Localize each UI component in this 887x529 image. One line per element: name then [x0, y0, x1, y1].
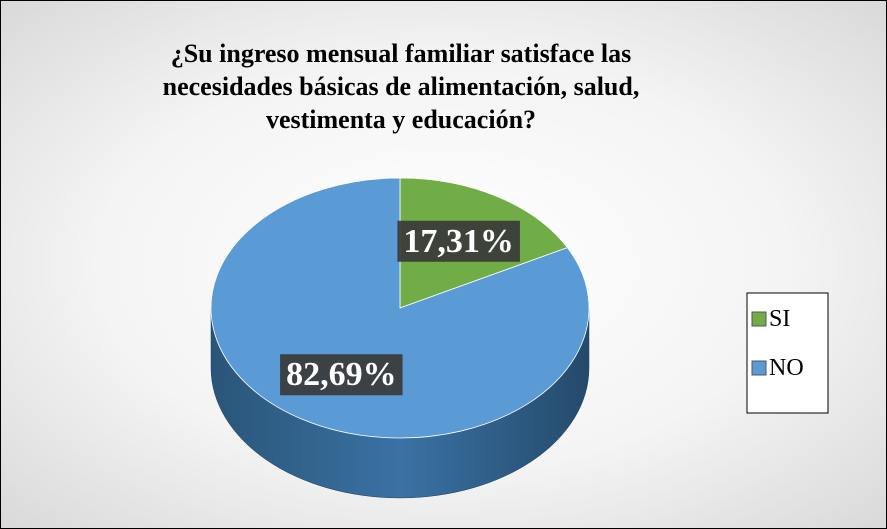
data-label: 17,31% [403, 223, 514, 260]
data-label-box [280, 354, 403, 396]
legend-swatch [751, 311, 767, 327]
legend-label: SI [769, 306, 790, 332]
legend-label: NO [769, 355, 804, 381]
chart-title: ¿Su ingreso mensual familiar satisface l… [162, 39, 640, 134]
data-label-box [397, 220, 520, 262]
legend-swatch [751, 360, 767, 376]
data-label: 82,69% [286, 356, 397, 393]
